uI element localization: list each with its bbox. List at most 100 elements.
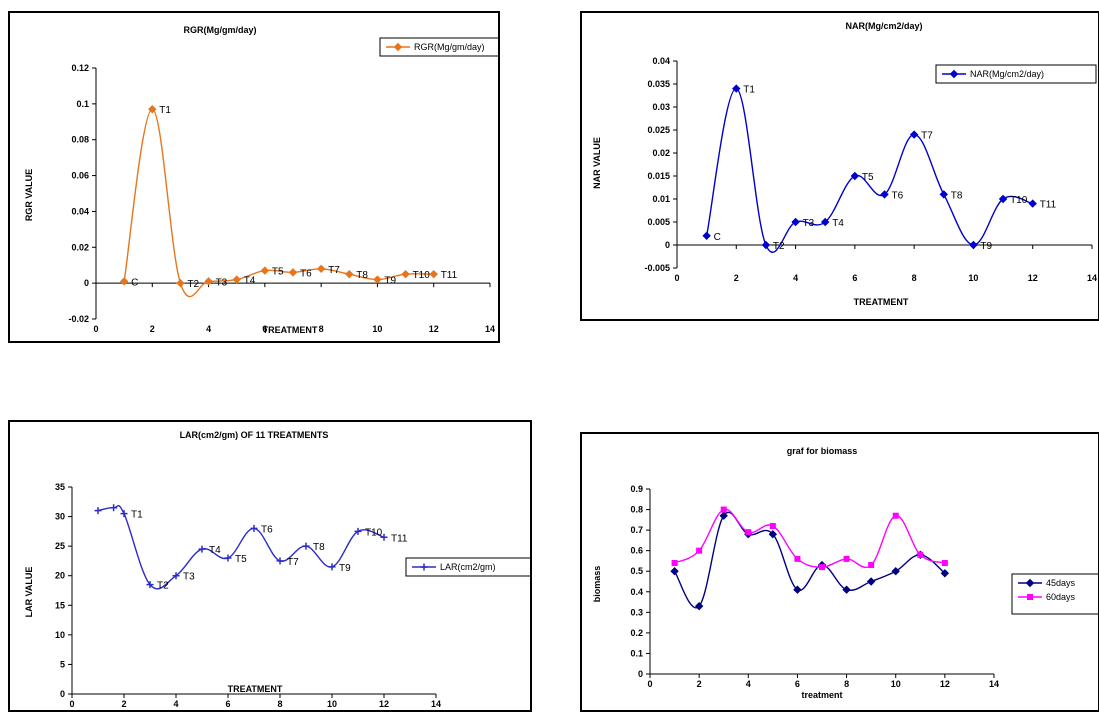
rgr-x-tick-label: 6 [262,324,267,334]
biomass-data-point [843,555,850,562]
nar-point-label: T10 [1010,195,1028,206]
biomass-data-point [940,569,950,578]
rgr-data-point [401,269,410,279]
rgr-x-tick-label: 12 [429,324,439,334]
biomass-series-line-1 [674,508,946,569]
lar-point-label: T2 [157,581,169,592]
biomass-x-tick-label: 8 [844,679,849,689]
rgr-point-label: T10 [413,270,431,281]
rgr-chart: RGR(Mg/gm/day) -0.02 0 0.02 0.04 0.06 0.08 0.1 0… [24,25,498,335]
lar-data-point [276,557,284,565]
rgr-data-point [232,275,241,284]
rgr-data-point [176,278,185,288]
lar-x-axis-label: TREATMENT [228,684,283,694]
nar-x-tick-label: 2 [734,273,739,283]
biomass-legend-marker [1027,594,1033,600]
nar-data-point [880,190,889,199]
rgr-legend [379,37,498,57]
lar-data-point [110,504,118,512]
lar-y-tick-label: 10 [55,630,65,640]
biomass-y-axis-label: biomass [592,566,602,603]
nar-series-line-0 [705,87,1033,253]
rgr-title: RGR(Mg/gm/day) [184,25,257,35]
biomass-x-tick-label: 0 [647,679,652,689]
nar-data-point [791,217,800,227]
rgr-data-point [204,277,213,286]
rgr-x-tick-label: 2 [150,324,155,334]
biomass-y-tick-label: 0.6 [630,546,643,556]
biomass-y-tick-label: 0.8 [630,505,643,515]
rgr-data-point [288,268,298,277]
rgr-point-label: T5 [272,267,284,278]
rgr-point-label: T1 [159,105,171,116]
nar-data-point [702,231,711,241]
biomass-legend-label: 45days [1046,578,1076,588]
lar-data-point [120,510,128,518]
biomass-title: graf for biomass [787,446,858,456]
biomass-data-point [819,564,825,571]
rgr-point-label: T7 [328,265,340,276]
biomass-data-point [794,555,801,562]
lar-x-tick-label: 2 [121,699,126,709]
biomass-x-tick-label: 14 [989,679,999,689]
biomass-data-point [719,511,728,520]
nar-legend [935,64,1097,84]
rgr-legend-marker [393,42,403,52]
lar-y-tick-label: 5 [60,659,65,669]
nar-y-tick-label: 0.025 [647,125,670,135]
nar-data-point [998,194,1008,204]
rgr-y-tick-label: 0.1 [76,99,89,109]
biomass-data-point [892,512,899,519]
nar-point-label: T1 [743,85,755,96]
nar-legend-marker [949,69,959,79]
nar-y-tick-label: -0.005 [644,263,670,273]
rgr-data-point [373,275,382,284]
lar-data-point [328,563,336,571]
lar-chart: LAR(cm2/gm) OF 11 TREATMENTS051015202530… [24,430,530,709]
nar-y-axis-label: NAR VALUE [592,137,602,189]
lar-x-tick-label: 4 [173,699,178,709]
nar-data-point [850,171,860,181]
biomass-y-tick-label: 0.9 [630,484,643,494]
lar-x-tick-label: 8 [277,699,282,709]
biomass-data-point [768,530,778,539]
rgr-y-tick-label: 0.04 [71,206,89,216]
lar-data-point [146,581,154,589]
rgr-y-tick-label: 0.02 [71,242,89,252]
lar-point-label: T9 [339,563,351,574]
rgr-x-tick-label: 4 [206,324,211,334]
rgr-y-tick-label: 0.06 [71,171,89,181]
rgr-data-point [429,269,438,279]
rgr-data-point [148,105,157,114]
lar-x-tick-label: 14 [431,699,441,709]
lar-x-tick-label: 6 [225,699,230,709]
nar-title: NAR(Mg/cm2/day) [845,21,922,31]
lar-point-label: T4 [209,545,221,556]
nar-point-label: T11 [1040,200,1057,211]
nar-y-tick-label: 0 [665,240,670,250]
rgr-y-tick-label: 0.12 [71,63,89,73]
lar-y-tick-label: 25 [55,541,65,551]
lar-data-point [380,533,388,541]
nar-point-label: T9 [980,241,992,252]
nar-x-tick-label: 12 [1028,273,1038,283]
rgr-y-tick-label: -0.02 [68,314,89,324]
nar-point-label: T5 [862,172,874,183]
biomass-data-point [917,551,924,558]
nar-x-tick-label: 4 [793,273,798,283]
biomass-chart-panel: graf for biomass 0 0.1 0.2 0.3 0.4 0.5 0.6 0.7 0.… [580,432,1099,712]
lar-point-label: T6 [261,524,273,535]
nar-point-label: T8 [951,190,963,201]
biomass-data-point [842,585,851,594]
nar-data-point [969,240,978,250]
rgr-point-label: C [131,277,138,288]
biomass-data-point [745,529,752,536]
nar-data-point [821,217,830,227]
nar-y-tick-label: 0.04 [652,56,670,66]
lar-data-point [354,527,362,535]
lar-data-point [94,507,102,515]
biomass-legend-label: 60days [1046,592,1076,602]
rgr-y-tick-label: 0.08 [71,135,89,145]
rgr-point-label: T8 [356,270,368,281]
nar-y-tick-label: 0.005 [647,217,670,227]
